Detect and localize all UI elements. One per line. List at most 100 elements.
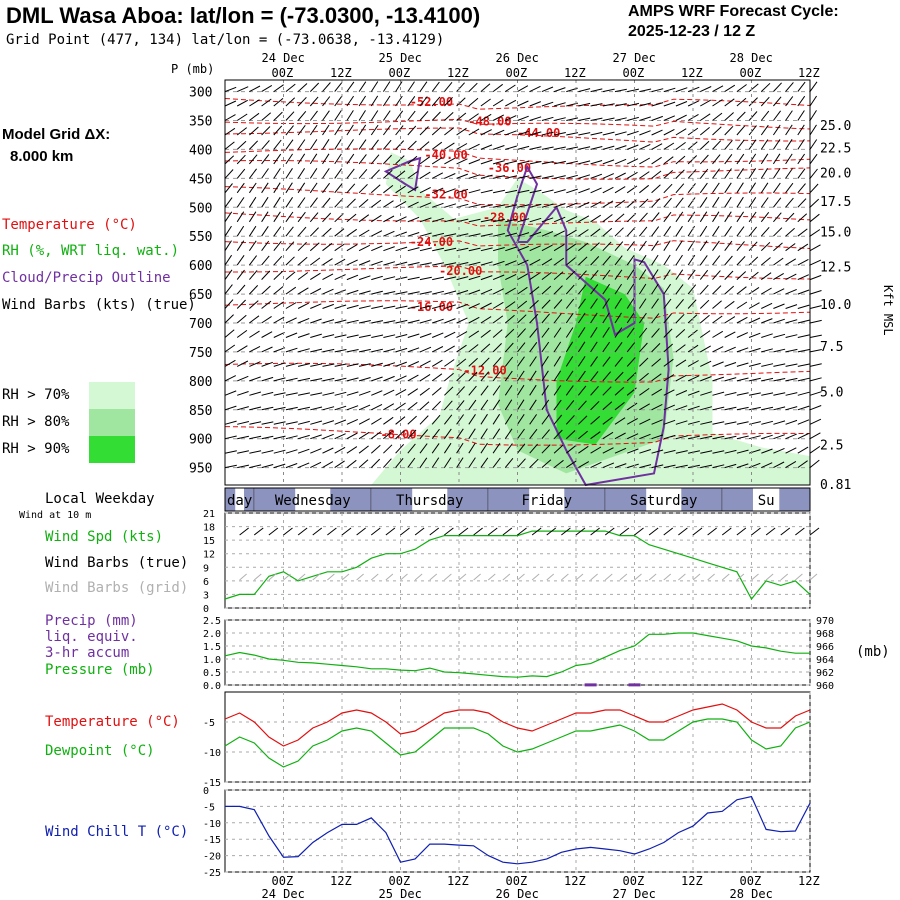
wind-barb xyxy=(529,231,542,237)
wind-barb xyxy=(712,391,725,396)
wind-barb xyxy=(517,414,525,425)
wind-barb xyxy=(797,391,810,396)
wind-barb xyxy=(444,203,457,208)
wind-barb xyxy=(432,262,444,266)
wind-barb-true xyxy=(356,527,366,536)
wind-barb xyxy=(590,431,601,440)
wind-barb xyxy=(505,260,517,266)
wind-barb-true xyxy=(604,527,615,536)
wind-barb xyxy=(407,262,420,266)
wind-barb xyxy=(322,258,333,266)
wind-barb xyxy=(736,139,745,150)
forecast-cycle-value: 2025-12-23 / 12 Z xyxy=(628,23,756,40)
wind-barb xyxy=(736,362,749,367)
wind-barb xyxy=(383,154,392,165)
wind-barb xyxy=(590,88,603,93)
wind-barb xyxy=(346,334,359,338)
wind-barb xyxy=(273,168,281,179)
wind-barb xyxy=(700,406,713,411)
wind-barb xyxy=(529,161,542,165)
wind-barb xyxy=(322,227,332,237)
wind-barb xyxy=(273,226,282,237)
wind-barb-true xyxy=(678,527,688,536)
temperature-contour-label: -44.00 xyxy=(517,126,560,140)
wind-barb xyxy=(236,360,249,367)
wind-barb xyxy=(285,153,294,165)
wind-barb xyxy=(700,464,713,469)
wind-barb xyxy=(785,227,795,237)
wind-barb-true xyxy=(429,527,440,536)
wind-barb xyxy=(322,363,335,367)
weekday-label: Friday xyxy=(521,493,572,509)
wind-barb xyxy=(590,160,603,165)
wind-barb xyxy=(444,247,457,252)
wind-barb-grid xyxy=(751,573,759,581)
wind-barb xyxy=(480,261,493,266)
wind-barb xyxy=(797,319,810,324)
wind-barb xyxy=(370,124,379,136)
wind-barb xyxy=(310,272,321,281)
wind-barb xyxy=(736,377,749,382)
wind-barb xyxy=(370,110,379,121)
wind-barb xyxy=(395,430,405,440)
wind-barb xyxy=(700,391,712,396)
wind-barb xyxy=(651,115,663,121)
wind-barb xyxy=(480,129,492,136)
wind-barb xyxy=(773,318,785,324)
wind-barb xyxy=(273,316,285,324)
wind-barb xyxy=(760,124,769,136)
wind-barb xyxy=(590,228,601,237)
wind-barb xyxy=(578,284,587,295)
wind-barb xyxy=(773,96,782,107)
wind-barb xyxy=(237,375,249,382)
wind-barb xyxy=(285,286,297,295)
wind-barb xyxy=(724,300,735,309)
wind-barb xyxy=(273,196,281,208)
wind-barb xyxy=(261,211,269,223)
wind-barb xyxy=(395,185,406,194)
rh-shading-group xyxy=(371,152,810,486)
wind-barb xyxy=(614,227,624,237)
wind-barb xyxy=(553,385,562,396)
wind-barb xyxy=(273,331,285,338)
wind-barb xyxy=(809,213,820,223)
wind-barb xyxy=(760,139,769,150)
wind-panel-tick-label: 15 xyxy=(203,536,215,547)
legend-temperature: Temperature (°C) xyxy=(2,217,137,233)
wind-barb xyxy=(505,145,517,150)
wind-barb xyxy=(334,243,345,252)
wind-barb xyxy=(224,269,233,280)
wind-barb xyxy=(407,347,420,353)
wind-barb xyxy=(236,182,245,194)
wind-barb xyxy=(529,384,537,396)
wind-barb xyxy=(639,171,650,179)
wind-barb xyxy=(334,258,346,266)
wind-barb xyxy=(748,125,757,136)
wind-barb xyxy=(736,316,748,324)
wind-barb xyxy=(517,328,526,338)
wind-barb-grid xyxy=(400,573,408,581)
wind-barb xyxy=(553,146,566,150)
wind-barb xyxy=(236,269,245,280)
wind-barb xyxy=(334,460,345,469)
wind-barb xyxy=(310,288,322,295)
wind-barb xyxy=(712,140,722,150)
wind-barb xyxy=(602,88,615,93)
wind-barb xyxy=(651,464,664,469)
wind-barb xyxy=(370,169,380,179)
wind-barb xyxy=(761,287,772,295)
wind-barb xyxy=(334,304,347,309)
wind-barb xyxy=(529,414,538,425)
wind-barb xyxy=(261,196,269,208)
wind-barb xyxy=(748,153,757,165)
temperature-contour-label: -36.00 xyxy=(488,161,531,175)
wind-barb xyxy=(809,459,820,468)
wind-barb xyxy=(638,298,647,309)
wind-barb xyxy=(748,332,761,338)
wind-barb-true xyxy=(648,527,659,536)
wind-barb xyxy=(748,377,761,382)
wind-barb xyxy=(419,457,428,468)
wind-barb xyxy=(761,318,773,324)
wind-speed-line xyxy=(224,530,811,601)
wind-barb xyxy=(785,288,797,295)
